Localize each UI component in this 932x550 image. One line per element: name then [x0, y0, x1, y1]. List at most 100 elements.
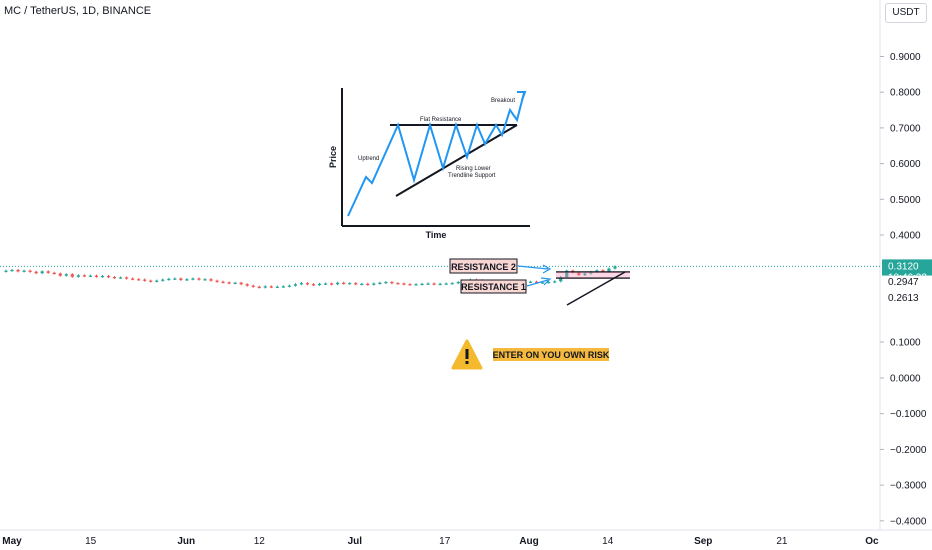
candle-body	[257, 286, 261, 288]
price-axis[interactable]: 0.9000 0.8000 0.7000 0.6000 0.5000 0.4000 0.10…	[880, 52, 927, 527]
candle-body	[209, 279, 213, 281]
candle-body	[124, 277, 129, 279]
price-tick-label: 0.5000	[890, 195, 921, 206]
candle-body	[420, 283, 424, 286]
candle-body	[378, 282, 382, 284]
candle-body	[239, 282, 243, 285]
candle-body	[583, 273, 587, 275]
inset-xlabel: Time	[426, 230, 447, 240]
candle-body	[88, 275, 93, 277]
candle-body	[22, 270, 26, 272]
last-price-value: 0.3120	[888, 261, 919, 272]
price-tick-label: −0.1000	[890, 409, 927, 420]
candle-body	[426, 283, 430, 285]
level-b-tag: 0.2613	[882, 291, 932, 304]
resistance-2-arrow-head	[542, 264, 552, 274]
candle-body	[34, 271, 38, 274]
warning-annotation[interactable]: ENTER ON YOU OWN RISK	[451, 339, 610, 370]
candle-body	[76, 275, 80, 277]
inset-support-label-1: Rising Lower	[456, 166, 491, 172]
time-tick-label: 12	[254, 536, 266, 547]
candle-body	[94, 275, 99, 277]
price-tick-label: 0.8000	[890, 88, 921, 99]
candle-body	[131, 278, 135, 280]
candle-body	[360, 283, 364, 286]
time-axis[interactable]: May 15 Jun 12 Jul 17 Aug 14 Sep 21 Oc	[2, 536, 879, 547]
candle-body	[215, 280, 219, 282]
resistance-1-annotation[interactable]: RESISTANCE 1	[460, 277, 552, 294]
candle-body	[112, 277, 117, 279]
candle-body	[607, 268, 611, 272]
candle-body	[269, 286, 273, 288]
candle-body	[565, 270, 569, 278]
time-tick-label: May	[2, 536, 22, 547]
candle-body	[541, 282, 545, 284]
candle-body	[299, 283, 304, 285]
candle-body	[354, 283, 358, 285]
candle-body	[342, 282, 346, 284]
candle-body	[559, 277, 563, 282]
candle-body	[185, 279, 189, 281]
candle-body	[287, 285, 291, 287]
candle-body	[221, 281, 225, 283]
candle-body	[553, 281, 557, 283]
candle-body	[390, 282, 394, 284]
resistance-zone	[556, 272, 630, 278]
candle-body	[40, 271, 44, 274]
time-tick-label: 14	[602, 536, 614, 547]
ascending-triangle-drawing[interactable]	[556, 271, 630, 306]
candle-body	[547, 282, 551, 284]
candle-body	[456, 282, 460, 284]
inset-breakout-label: Breakout	[491, 98, 515, 104]
candle-body	[155, 280, 159, 282]
candle-body	[348, 283, 352, 285]
candle-body	[100, 276, 105, 278]
price-tick-label: −0.4000	[890, 516, 927, 527]
candle-body	[613, 266, 617, 269]
pattern-illustration: Price Time Uptrend Flat Resistance Break…	[328, 88, 530, 240]
candle-body	[601, 270, 605, 272]
price-tick-label: −0.2000	[890, 445, 927, 456]
candle-body	[384, 282, 388, 284]
candle-body	[450, 283, 454, 285]
candle-body	[336, 282, 340, 285]
candle-body	[396, 283, 400, 285]
candle-body	[528, 281, 533, 283]
candle-body	[251, 285, 255, 287]
candle-body	[167, 278, 171, 281]
candle-body	[366, 283, 370, 286]
candle-body	[444, 283, 448, 285]
candle-body	[58, 273, 62, 276]
resistance-2-annotation[interactable]: RESISTANCE 2	[449, 258, 552, 274]
candle-body	[137, 279, 141, 281]
resistance-1-box	[460, 279, 527, 294]
price-tick-label: 0.6000	[890, 159, 921, 170]
resistance-1-arrow-head	[540, 277, 552, 286]
time-tick-label: 15	[85, 536, 97, 547]
currency-button[interactable]: USDT	[885, 3, 927, 23]
price-tick-label: 0.9000	[890, 52, 921, 63]
warning-box	[493, 348, 609, 361]
resistance-1-label: RESISTANCE 1	[461, 282, 526, 292]
candle-body	[64, 274, 68, 276]
candle-body	[311, 284, 316, 286]
candle-body	[275, 286, 279, 288]
candle-body	[28, 270, 32, 272]
candle-body	[106, 276, 111, 278]
candle-body	[52, 272, 56, 275]
candle-body	[281, 286, 285, 288]
price-tick-label: −0.3000	[890, 481, 927, 492]
price-tick-label: 0.4000	[890, 231, 921, 242]
level-b-value: 0.2613	[888, 293, 919, 304]
inset-breakout-arrow	[517, 91, 527, 101]
candle-body	[46, 271, 50, 273]
candle-body	[305, 283, 310, 285]
candle-body	[372, 283, 376, 285]
inset-flat-resistance-label: Flat Resistance	[420, 117, 462, 123]
resistance-2-box	[449, 258, 518, 274]
level-a-tag: 0.2947	[882, 275, 932, 288]
price-tick-label: 0.7000	[890, 123, 921, 134]
candle-body	[16, 269, 20, 272]
candle-body	[595, 270, 599, 272]
